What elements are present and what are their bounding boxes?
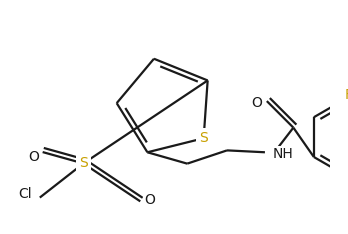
Text: O: O: [28, 150, 39, 164]
Text: S: S: [199, 131, 208, 145]
Text: O: O: [144, 193, 155, 207]
Text: O: O: [251, 96, 262, 110]
Text: S: S: [79, 157, 88, 170]
Text: F: F: [344, 88, 348, 102]
Text: NH: NH: [272, 147, 293, 161]
Text: Cl: Cl: [18, 187, 32, 201]
